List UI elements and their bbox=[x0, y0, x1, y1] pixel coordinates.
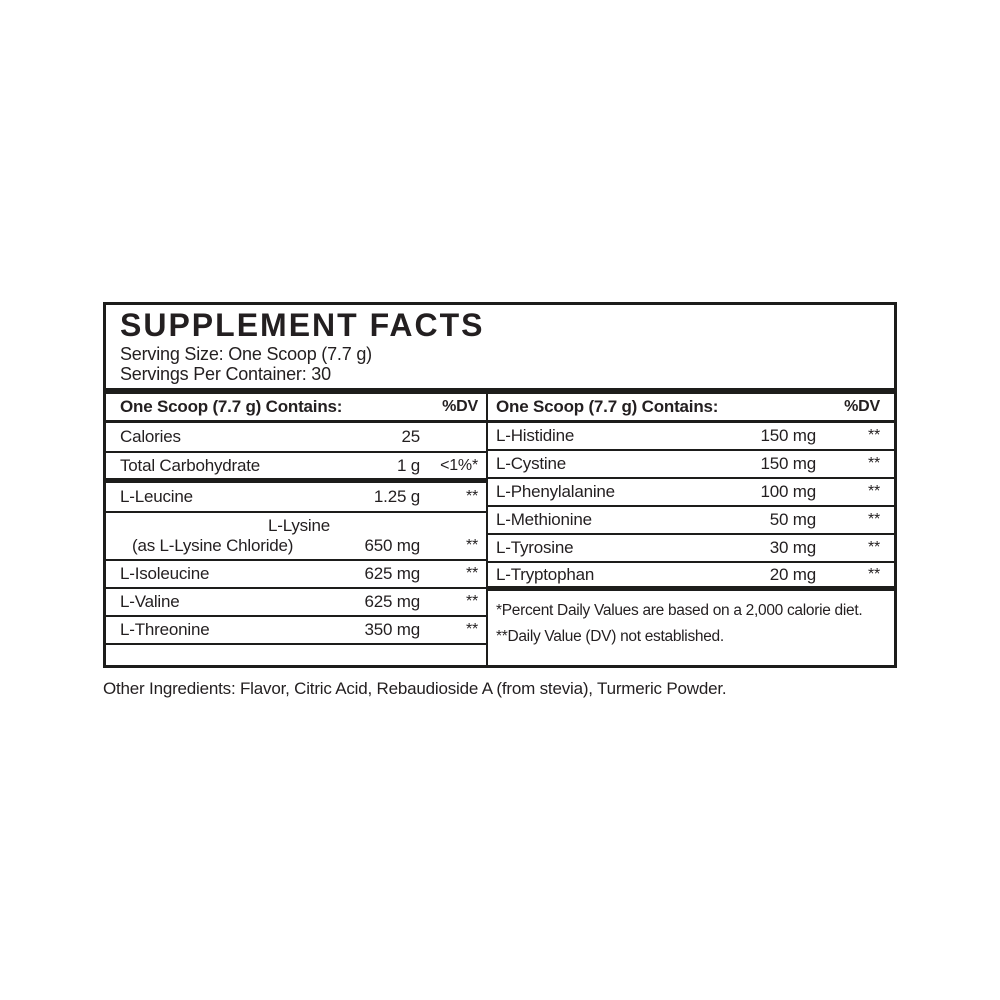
nutrient-amount: 100 mg bbox=[760, 482, 816, 501]
table-row-l-methionine: L-Methionine 50 mg ** bbox=[488, 507, 894, 535]
nutrient-subname: (as L-Lysine Chloride) bbox=[132, 536, 294, 555]
column-header-label: One Scoop (7.7 g) Contains: bbox=[120, 397, 343, 416]
nutrient-name: L-Cystine bbox=[496, 454, 567, 473]
nutrient-amount: 350 mg bbox=[364, 620, 420, 639]
nutrient-amount: 30 mg bbox=[769, 538, 816, 557]
footnote-dv-not-established: **Daily Value (DV) not established. bbox=[496, 628, 724, 645]
supplement-facts-panel: SUPPLEMENT FACTS Serving Size: One Scoop… bbox=[103, 302, 897, 668]
nutrient-name: Total Carbohydrate bbox=[120, 455, 261, 475]
nutrient-name: L-Tryptophan bbox=[496, 564, 595, 584]
nutrient-name: L-Isoleucine bbox=[120, 564, 210, 583]
table-row-l-isoleucine: L-Isoleucine 625 mg ** bbox=[106, 561, 486, 589]
nutrient-name: L-Lysine bbox=[267, 516, 331, 535]
panel-header: SUPPLEMENT FACTS Serving Size: One Scoop… bbox=[106, 305, 894, 384]
panel-title: SUPPLEMENT FACTS bbox=[120, 307, 485, 343]
nutrient-name: L-Tyrosine bbox=[496, 538, 574, 557]
nutrient-dv: ** bbox=[867, 455, 880, 472]
nutrient-dv: ** bbox=[465, 593, 478, 610]
nutrient-amount: 150 mg bbox=[760, 426, 816, 445]
footnotes: *Percent Daily Values are based on a 2,0… bbox=[488, 591, 894, 650]
table-row-l-histidine: L-Histidine 150 mg ** bbox=[488, 423, 894, 451]
nutrient-name: L-Methionine bbox=[496, 510, 592, 529]
table-row-l-valine: L-Valine 625 mg ** bbox=[106, 589, 486, 617]
nutrient-name: L-Threonine bbox=[120, 620, 210, 639]
nutrient-amount: 625 mg bbox=[364, 592, 420, 611]
column-divider bbox=[486, 394, 488, 665]
table-row-total-carbohydrate: Total Carbohydrate 1 g <1%* bbox=[106, 453, 486, 483]
table-row-l-tryptophan: L-Tryptophan 20 mg ** bbox=[488, 563, 894, 591]
table-row-l-threonine: L-Threonine 350 mg ** bbox=[106, 617, 486, 645]
nutrient-dv: ** bbox=[465, 565, 478, 582]
table-row-l-cystine: L-Cystine 150 mg ** bbox=[488, 451, 894, 479]
facts-column-right: One Scoop (7.7 g) Contains: %DV L-Histid… bbox=[488, 394, 894, 665]
nutrient-dv: <1%* bbox=[440, 456, 478, 474]
nutrient-amount: 25 bbox=[401, 427, 420, 446]
nutrient-name: L-Histidine bbox=[496, 426, 575, 445]
footnote-percent-daily-value: *Percent Daily Values are based on a 2,0… bbox=[496, 602, 863, 619]
nutrient-amount: 150 mg bbox=[760, 454, 816, 473]
nutrient-amount: 625 mg bbox=[364, 564, 420, 583]
nutrient-amount: 20 mg bbox=[769, 564, 816, 584]
nutrient-amount: 1 g bbox=[396, 455, 420, 475]
table-row-l-phenylalanine: L-Phenylalanine 100 mg ** bbox=[488, 479, 894, 507]
table-row-l-tyrosine: L-Tyrosine 30 mg ** bbox=[488, 535, 894, 563]
dv-column-header: %DV bbox=[844, 398, 880, 415]
servings-per-container-text: Servings Per Container: 30 bbox=[120, 364, 331, 384]
nutrient-dv: ** bbox=[867, 427, 880, 444]
nutrient-name: Calories bbox=[120, 427, 181, 446]
header-thick-rule bbox=[106, 388, 894, 394]
nutrient-amount: 50 mg bbox=[769, 510, 816, 529]
table-row-l-leucine: L-Leucine 1.25 g ** bbox=[106, 483, 486, 513]
dv-column-header: %DV bbox=[442, 398, 478, 415]
other-ingredients-text: Other Ingredients: Flavor, Citric Acid, … bbox=[103, 679, 727, 698]
column-header-row: One Scoop (7.7 g) Contains: %DV bbox=[488, 394, 894, 423]
nutrient-name: L-Phenylalanine bbox=[496, 482, 615, 501]
nutrient-dv: ** bbox=[465, 621, 478, 638]
nutrient-dv: ** bbox=[867, 483, 880, 500]
nutrient-name: L-Valine bbox=[120, 592, 180, 611]
nutrient-name: L-Leucine bbox=[120, 487, 193, 506]
nutrient-dv: ** bbox=[465, 488, 478, 505]
nutrient-amount: 650 mg bbox=[364, 536, 420, 555]
nutrient-dv: ** bbox=[867, 511, 880, 528]
nutrient-subrow: (as L-Lysine Chloride) 650 mg ** bbox=[120, 536, 478, 556]
nutrient-dv: ** bbox=[867, 539, 880, 556]
column-header-label: One Scoop (7.7 g) Contains: bbox=[496, 397, 719, 416]
nutrient-columns: One Scoop (7.7 g) Contains: %DV Calories… bbox=[106, 394, 894, 665]
nutrient-amount: 1.25 g bbox=[373, 487, 420, 506]
nutrient-dv: ** bbox=[867, 565, 880, 583]
facts-column-left: One Scoop (7.7 g) Contains: %DV Calories… bbox=[106, 394, 486, 665]
serving-size-text: Serving Size: One Scoop (7.7 g) bbox=[120, 344, 372, 364]
column-header-row: One Scoop (7.7 g) Contains: %DV bbox=[106, 394, 486, 423]
table-row-l-lysine: L-Lysine (as L-Lysine Chloride) 650 mg *… bbox=[106, 513, 486, 561]
nutrient-dv: ** bbox=[465, 537, 478, 554]
table-row-calories: Calories 25 bbox=[106, 423, 486, 453]
